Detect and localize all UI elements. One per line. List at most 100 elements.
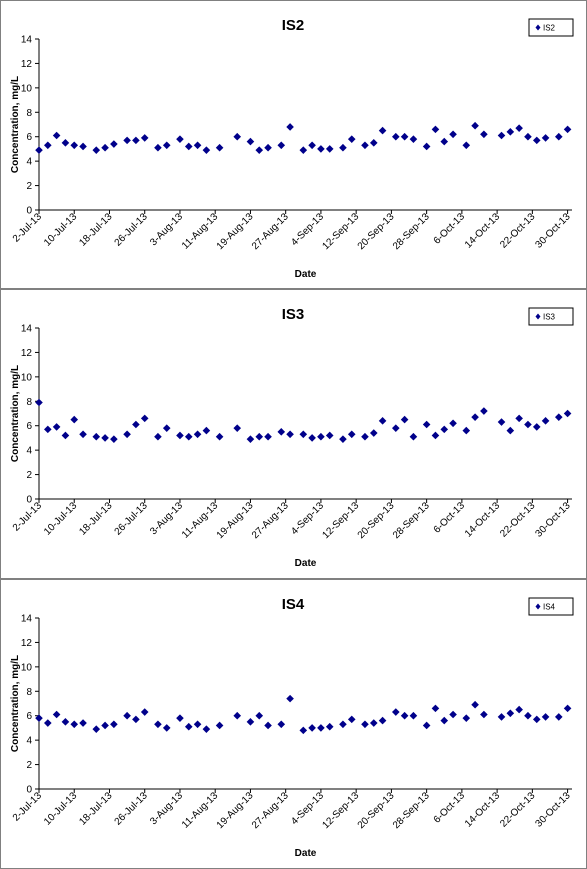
x-tick-label: 19-Aug-13 [215, 500, 256, 541]
x-tick-label: 26-Jul-13 [113, 790, 151, 828]
data-point [101, 721, 109, 730]
data-point [264, 721, 272, 730]
data-point [101, 434, 109, 442]
data-point [233, 424, 242, 432]
y-tick-label: 6 [26, 132, 32, 143]
x-tick-label: 27-Aug-13 [250, 500, 291, 541]
data-point [541, 713, 550, 721]
data-point [162, 141, 171, 150]
data-point [497, 131, 506, 140]
x-tick-label: 14-Oct-13 [463, 500, 503, 540]
data-point [233, 711, 242, 720]
x-tick-label: 28-Sep-13 [391, 790, 432, 831]
data-point [61, 718, 70, 726]
data-point [361, 432, 369, 441]
x-tick-label: 18-Jul-13 [77, 790, 115, 828]
x-tick-label: 12-Sep-13 [320, 211, 361, 252]
x-tick-label: 14-Oct-13 [463, 790, 503, 830]
legend-marker [535, 313, 541, 320]
x-tick-label: 6-Oct-13 [432, 211, 468, 247]
x-tick-label: 11-Aug-13 [180, 211, 221, 252]
data-point [92, 432, 101, 441]
data-point [255, 432, 264, 441]
data-point [52, 710, 61, 719]
data-point [299, 146, 308, 154]
data-point [246, 435, 255, 443]
x-tick-label: 20-Sep-13 [356, 211, 397, 252]
y-tick-label: 0 [26, 206, 32, 217]
data-point [449, 419, 457, 428]
x-tick-label: 28-Sep-13 [391, 211, 432, 252]
x-tick-label: 22-Oct-13 [498, 790, 538, 830]
data-point [110, 720, 118, 729]
y-tick-label: 12 [21, 348, 33, 359]
data-point [471, 700, 479, 709]
data-point [308, 724, 316, 732]
x-tick-label: 11-Aug-13 [180, 790, 221, 831]
chart-panel-is4: IS4 IS4 0 2 4 6 8 10 12 14 2-Jul-13 10-Jul-13 18-Jul… [0, 579, 587, 869]
data-point [299, 726, 308, 735]
data-point [286, 123, 294, 131]
data-point [246, 137, 255, 146]
data-point [162, 424, 171, 432]
x-tick-label: 30-Oct-13 [533, 500, 573, 540]
x-axis-label: Date [295, 558, 317, 569]
data-point [339, 143, 347, 152]
data-point [44, 425, 52, 434]
data-point [462, 426, 471, 435]
data-point [317, 724, 325, 732]
data-point [79, 719, 87, 727]
y-tick-label: 12 [21, 59, 33, 70]
data-point [35, 714, 43, 722]
data-point [184, 722, 193, 731]
data-point [154, 432, 162, 441]
data-point [532, 423, 541, 431]
x-tick-label: 19-Aug-13 [215, 790, 256, 831]
y-tick-label: 8 [26, 397, 32, 408]
data-point [110, 435, 118, 443]
data-point [35, 146, 43, 154]
y-tick-label: 0 [26, 495, 32, 506]
x-tick-label: 4-Sep-13 [289, 790, 326, 827]
data-point [497, 418, 506, 426]
data-point [369, 429, 378, 437]
x-tick-label: 20-Sep-13 [356, 790, 397, 831]
data-point [154, 720, 162, 729]
data-point [431, 431, 440, 440]
y-tick-label: 8 [26, 108, 32, 119]
x-tick-label: 30-Oct-13 [533, 211, 573, 251]
y-axis-label: Concentration, mg/L [10, 76, 21, 173]
legend-marker [535, 603, 541, 610]
legend-entry: IS2 [543, 24, 556, 33]
data-point [101, 143, 109, 152]
data-point [506, 128, 515, 136]
data-point [524, 132, 532, 141]
data-point [246, 718, 255, 726]
data-point [400, 132, 409, 141]
data-point [176, 135, 184, 143]
x-tick-label: 26-Jul-13 [113, 500, 151, 538]
data-point [347, 715, 356, 724]
data-point [184, 432, 193, 441]
data-point [409, 135, 418, 143]
data-point [299, 430, 308, 439]
data-point [317, 432, 325, 441]
data-point [52, 423, 61, 431]
data-point [440, 716, 449, 725]
data-point [215, 143, 224, 152]
y-tick-label: 10 [21, 662, 33, 673]
data-point [277, 720, 286, 729]
data-point [255, 711, 264, 720]
data-point [61, 431, 70, 440]
data-point [308, 434, 316, 442]
data-point [369, 139, 378, 147]
y-tick-label: 4 [26, 446, 32, 457]
y-tick-label: 2 [26, 470, 32, 481]
x-tick-label: 6-Oct-13 [432, 500, 468, 536]
y-tick-label: 6 [26, 421, 32, 432]
data-point [480, 407, 488, 415]
data-point [277, 428, 286, 436]
data-point [193, 430, 202, 439]
x-tick-label: 14-Oct-13 [463, 211, 503, 251]
x-tick-label: 22-Oct-13 [498, 211, 538, 251]
